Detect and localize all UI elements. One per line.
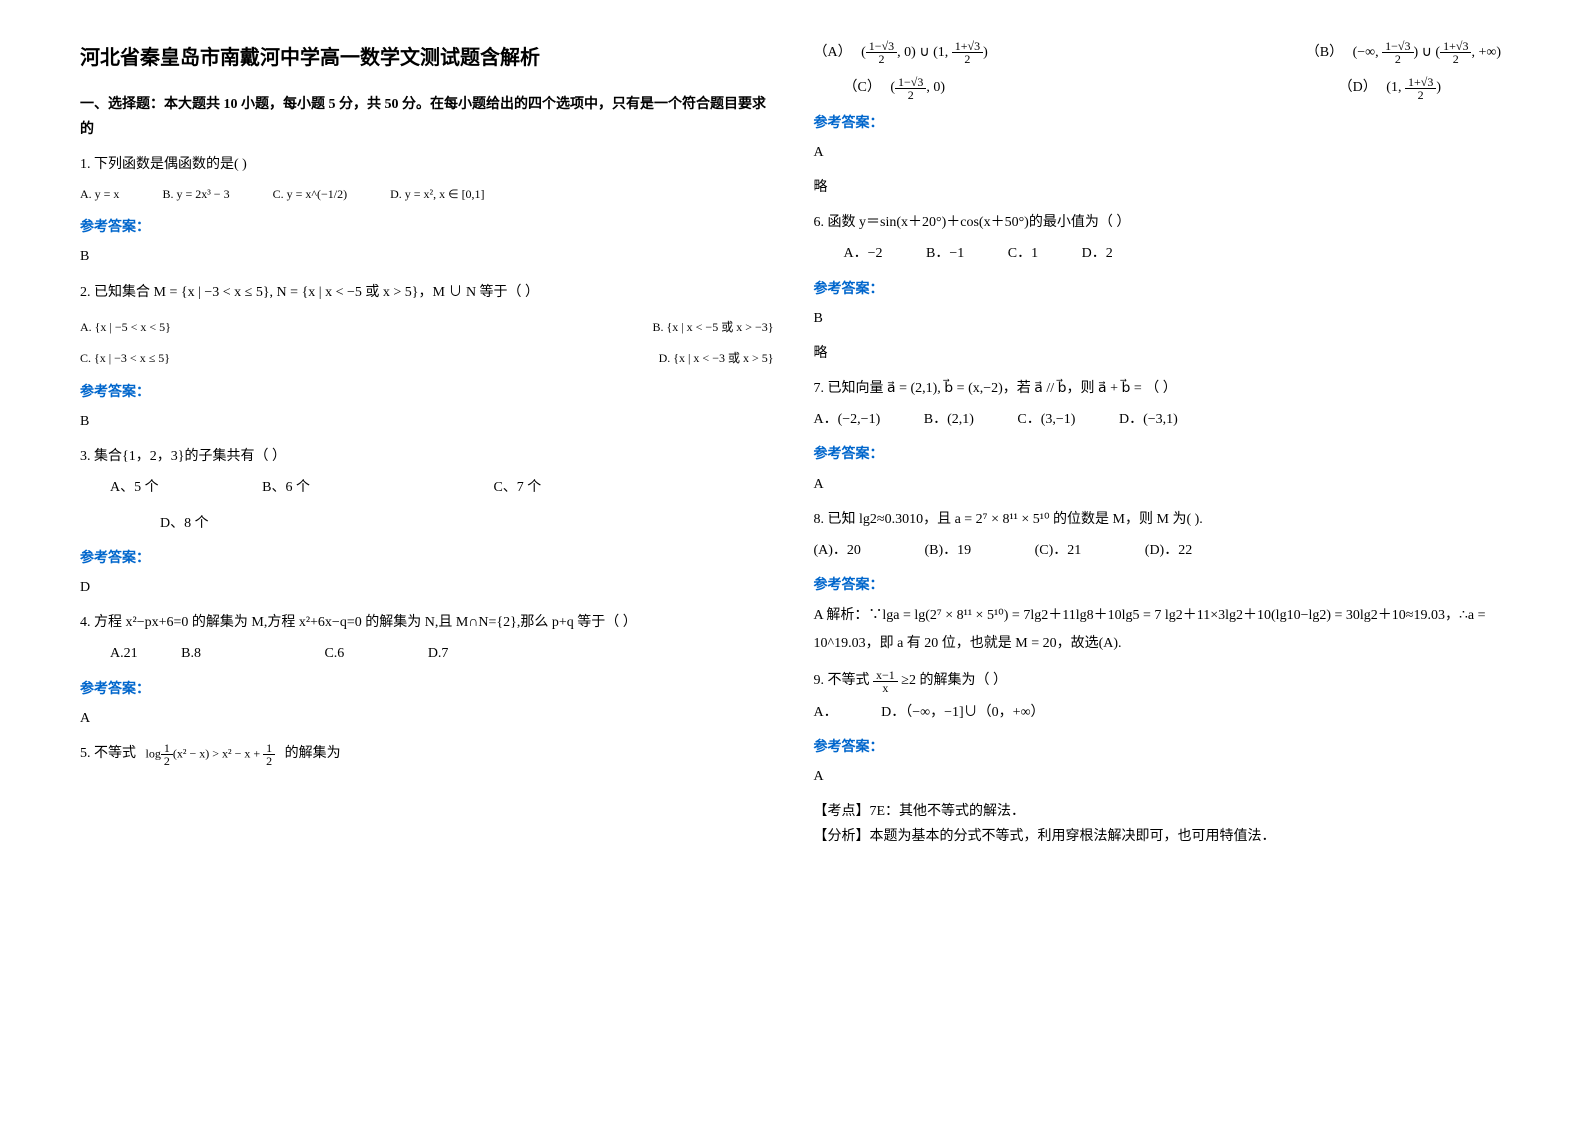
- q6-answer-label: 参考答案：: [814, 277, 1508, 302]
- q5-opt-c-prefix: （C）: [844, 80, 881, 95]
- q5-opt-a-formula: (1−√32, 0) ∪ (1, 1+√32): [861, 40, 988, 65]
- q2-options-2: C. {x | −3 < x ≤ 5} D. {x | x < −3 或 x >…: [80, 348, 774, 370]
- q4-opt-d: D.7: [428, 641, 449, 666]
- q4-opt-b: B.8: [181, 641, 201, 666]
- q3-opt-a: A、5 个: [110, 475, 159, 500]
- q9-note2: 【分析】本题为基本的分式不等式，利用穿根法解决即可，也可用特值法．: [814, 824, 1508, 849]
- q1-opt-a: A. y = x: [80, 184, 119, 206]
- q1-answer: B: [80, 244, 774, 269]
- q5-opt-b-prefix: （B）: [1306, 45, 1343, 60]
- q7-opt-c: C．(3,−1): [1017, 407, 1075, 432]
- q3-answer-label: 参考答案：: [80, 546, 774, 571]
- q5-answer: A: [814, 140, 1508, 165]
- q8-answer: A 解析：∵lga = lg(2⁷ × 8¹¹ × 5¹⁰) = 7lg2＋11…: [814, 602, 1508, 658]
- q2-answer: B: [80, 409, 774, 434]
- q5-opt-d: （D） (1, 1+√32): [1339, 75, 1447, 100]
- q2-stem: 2. 已知集合 M = {x | −3 < x ≤ 5}, N = {x | x…: [80, 280, 774, 305]
- q6-opt-a: A．−2: [844, 241, 883, 266]
- q2-opt-b: B. {x | x < −5 或 x > −3}: [653, 317, 774, 339]
- q7-answer: A: [814, 472, 1508, 497]
- q7-opt-b: B．(2,1): [924, 407, 974, 432]
- q7-stem: 7. 已知向量 a⃗ = (2,1), b⃗ = (x,−2)，若 a⃗ // …: [814, 376, 1508, 401]
- q4-answer-label: 参考答案：: [80, 677, 774, 702]
- q3-options-2: D、8 个: [160, 511, 774, 536]
- q7-answer-label: 参考答案：: [814, 442, 1508, 467]
- q1-opt-b: B. y = 2x³ − 3: [162, 184, 229, 206]
- q1-opt-c: C. y = x^(−1/2): [273, 184, 348, 206]
- q9-opt-a: A．: [814, 700, 838, 725]
- q6-options: A．−2 B．−1 C．1 D．2: [844, 241, 1508, 266]
- q8-opt-a: (A)．20: [814, 538, 861, 563]
- q5-opt-c: （C） (1−√32, 0): [844, 75, 952, 100]
- q4-stem: 4. 方程 x²−px+6=0 的解集为 M,方程 x²+6x−q=0 的解集为…: [80, 610, 774, 635]
- q4-opt-c: C.6: [324, 641, 344, 666]
- q5-options-row1: （A） (1−√32, 0) ∪ (1, 1+√32) （B） (−∞, 1−√…: [814, 40, 1508, 65]
- q6-answer: B: [814, 306, 1508, 331]
- q8-answer-label: 参考答案：: [814, 573, 1508, 598]
- q3-opt-b: B、6 个: [262, 475, 310, 500]
- q5-stem-suffix: 的解集为: [285, 746, 341, 761]
- q5-note: 略: [814, 175, 1508, 200]
- q5-answer-label: 参考答案：: [814, 111, 1508, 136]
- q6-note: 略: [814, 341, 1508, 366]
- q2-answer-label: 参考答案：: [80, 380, 774, 405]
- q3-options: A、5 个 B、6 个 C、7 个: [110, 475, 774, 500]
- q8-opt-d: (D)．22: [1145, 538, 1192, 563]
- q6-opt-d: D．2: [1082, 241, 1113, 266]
- q9-answer-label: 参考答案：: [814, 735, 1508, 760]
- q5-opt-a: （A） (1−√32, 0) ∪ (1, 1+√32): [814, 40, 994, 65]
- q2-opt-c: C. {x | −3 < x ≤ 5}: [80, 348, 170, 370]
- q3-opt-d: D、8 个: [160, 511, 209, 536]
- q9-note1: 【考点】7E：其他不等式的解法．: [814, 799, 1508, 824]
- q9-formula: x−1x: [873, 669, 898, 694]
- q8-opt-b: (B)．19: [924, 538, 971, 563]
- q7-opt-d: D．(−3,1): [1119, 407, 1178, 432]
- q2-opt-a: A. {x | −5 < x < 5}: [80, 317, 171, 339]
- q3-opt-c: C、7 个: [493, 475, 541, 500]
- q5-formula: log12(x² − x) > x² − x + 12: [146, 742, 276, 767]
- q5-opt-b-formula: (−∞, 1−√32) ∪ (1+√32, +∞): [1353, 40, 1501, 65]
- q3-stem: 3. 集合{1，2，3}的子集共有（ ）: [80, 444, 774, 469]
- q4-options: A.21 B.8 C.6 D.7: [110, 641, 774, 666]
- q9-options: A． D．（−∞，−1]∪（0，+∞）: [814, 700, 1508, 725]
- q5-opt-d-prefix: （D）: [1339, 80, 1377, 95]
- q1-opt-d: D. y = x², x ∈ [0,1]: [390, 184, 484, 206]
- q5-opt-b: （B） (−∞, 1−√32) ∪ (1+√32, +∞): [1306, 40, 1507, 65]
- q9-stem: 9. 不等式 x−1x ≥2 的解集为（ ）: [814, 668, 1508, 693]
- q7-options: A．(−2,−1) B．(2,1) C．(3,−1) D．(−3,1): [814, 407, 1508, 432]
- q5-opt-c-formula: (1−√32, 0): [890, 75, 945, 100]
- q1-options: A. y = x B. y = 2x³ − 3 C. y = x^(−1/2) …: [80, 184, 774, 206]
- page-title: 河北省秦皇岛市南戴河中学高一数学文测试题含解析: [80, 40, 774, 76]
- q6-stem: 6. 函数 y＝sin(x＋20°)＋cos(x＋50°)的最小值为（ ）: [814, 210, 1508, 235]
- q2-options: A. {x | −5 < x < 5} B. {x | x < −5 或 x >…: [80, 317, 774, 339]
- q9-answer: A: [814, 764, 1508, 789]
- q9-opt-d: D．（−∞，−1]∪（0，+∞）: [881, 700, 1044, 725]
- q5-stem: 5. 不等式 log12(x² − x) > x² − x + 12 的解集为: [80, 741, 774, 767]
- q5-stem-prefix: 5. 不等式: [80, 746, 136, 761]
- q9-stem-prefix: 9. 不等式: [814, 673, 874, 688]
- q3-answer: D: [80, 575, 774, 600]
- q6-opt-c: C．1: [1008, 241, 1038, 266]
- q8-options: (A)．20 (B)．19 (C)．21 (D)．22: [814, 538, 1508, 563]
- q6-opt-b: B．−1: [926, 241, 964, 266]
- q7-opt-a: A．(−2,−1): [814, 407, 881, 432]
- q2-opt-d: D. {x | x < −3 或 x > 5}: [659, 348, 774, 370]
- q4-opt-a: A.21: [110, 641, 138, 666]
- section-1-header: 一、选择题：本大题共 10 小题，每小题 5 分，共 50 分。在每小题给出的四…: [80, 92, 774, 142]
- q5-opt-a-prefix: （A）: [814, 45, 852, 60]
- q5-options-row2: （C） (1−√32, 0) （D） (1, 1+√32): [814, 75, 1508, 100]
- q4-answer: A: [80, 706, 774, 731]
- q8-stem: 8. 已知 lg2≈0.3010，且 a = 2⁷ × 8¹¹ × 5¹⁰ 的位…: [814, 507, 1508, 532]
- q1-answer-label: 参考答案：: [80, 215, 774, 240]
- right-column: （A） (1−√32, 0) ∪ (1, 1+√32) （B） (−∞, 1−√…: [794, 40, 1528, 1082]
- q5-opt-d-formula: (1, 1+√32): [1386, 75, 1441, 100]
- left-column: 河北省秦皇岛市南戴河中学高一数学文测试题含解析 一、选择题：本大题共 10 小题…: [60, 40, 794, 1082]
- q1-stem: 1. 下列函数是偶函数的是( ): [80, 152, 774, 177]
- q8-opt-c: (C)．21: [1035, 538, 1082, 563]
- q9-stem-suffix: ≥2 的解集为（ ）: [901, 673, 1007, 688]
